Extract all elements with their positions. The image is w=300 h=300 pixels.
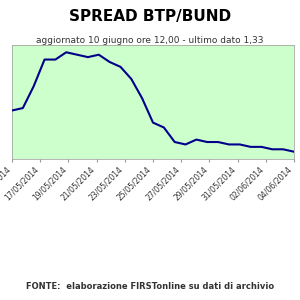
- Text: SPREAD BTP/BUND: SPREAD BTP/BUND: [69, 9, 231, 24]
- Text: FONTE:  elaborazione FIRSTonline su dati di archivio: FONTE: elaborazione FIRSTonline su dati …: [26, 282, 274, 291]
- Text: aggiornato 10 giugno ore 12,00 - ultimo dato 1,33: aggiornato 10 giugno ore 12,00 - ultimo …: [36, 36, 264, 45]
